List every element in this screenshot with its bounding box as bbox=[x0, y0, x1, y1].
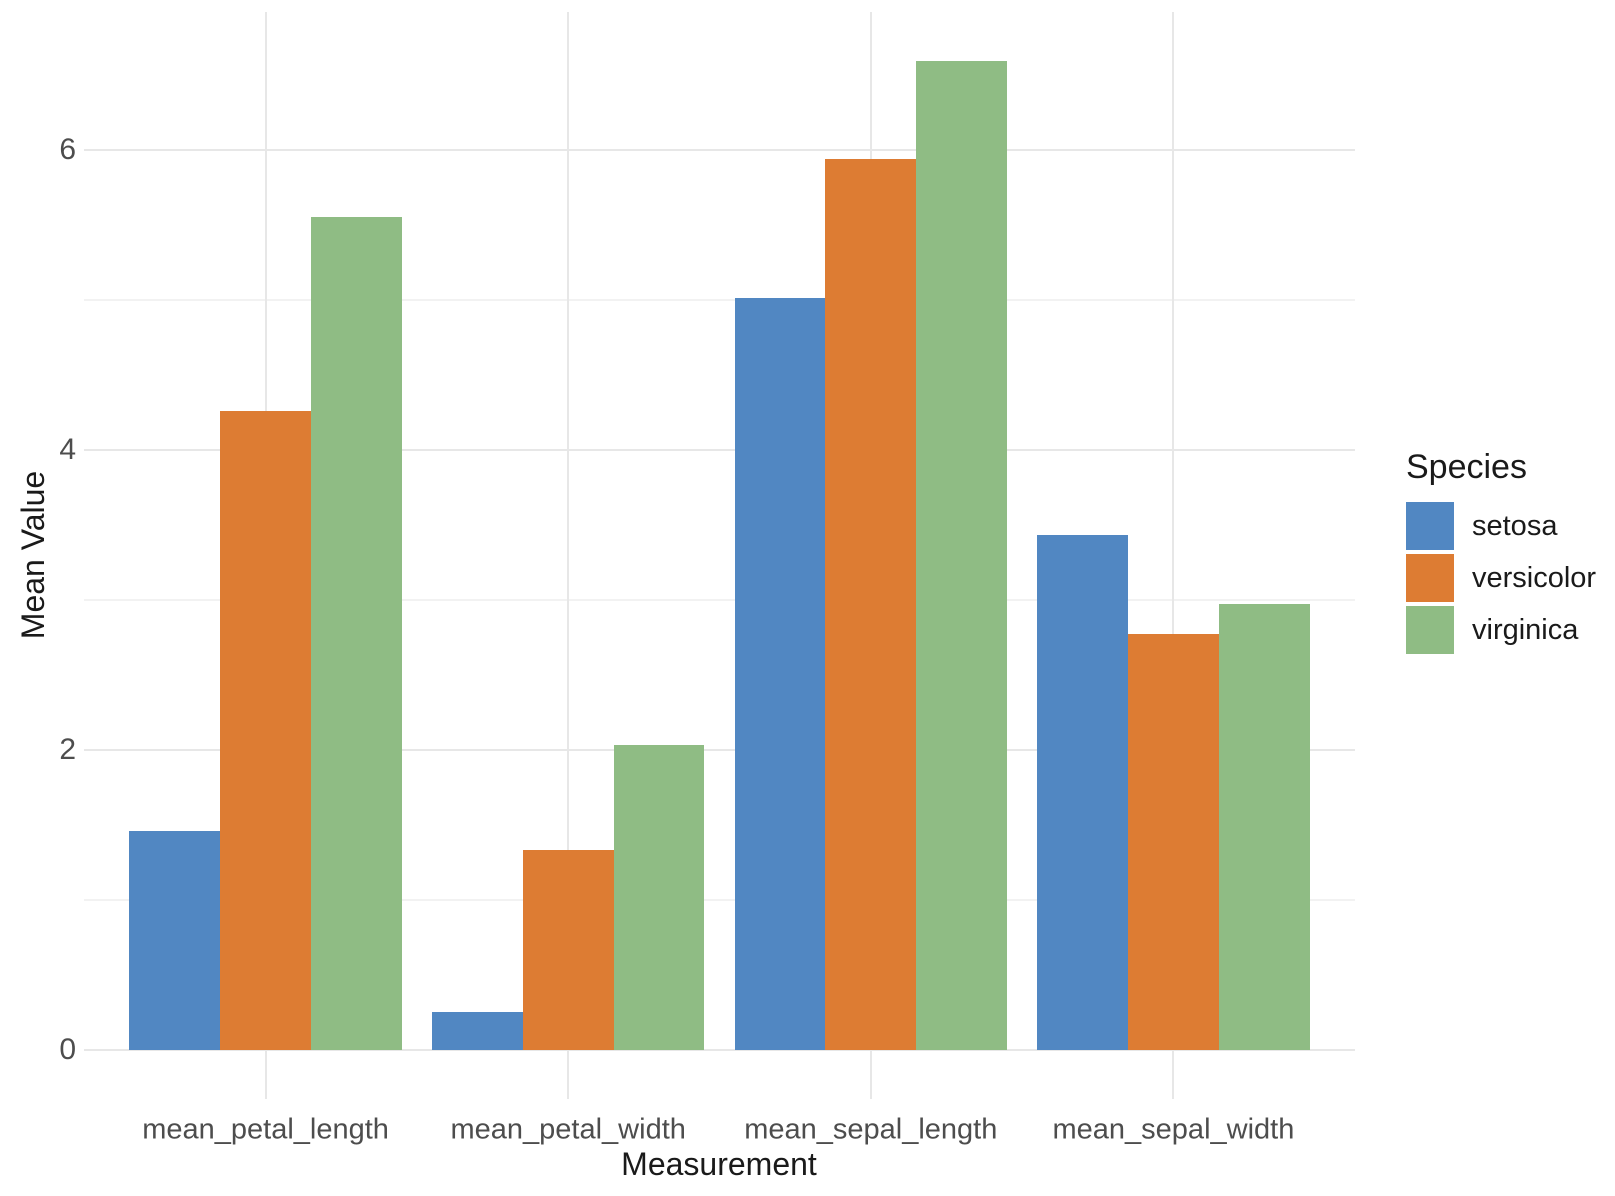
legend-label: virginica bbox=[1472, 613, 1579, 646]
gridline-major bbox=[84, 148, 1355, 151]
legend: Species setosa versicolor virginica bbox=[1406, 448, 1596, 658]
legend-item-setosa: setosa bbox=[1406, 502, 1596, 550]
legend-title: Species bbox=[1406, 448, 1527, 486]
bar-virginica-mean_sepal_length bbox=[916, 61, 1007, 1050]
legend-item-versicolor: versicolor bbox=[1406, 554, 1596, 602]
legend-swatch-versicolor bbox=[1406, 554, 1454, 602]
bar-virginica-mean_petal_width bbox=[613, 745, 705, 1050]
x-axis-title: Measurement bbox=[621, 1146, 817, 1182]
legend-item-virginica: virginica bbox=[1406, 606, 1596, 654]
gridline-major bbox=[84, 448, 1355, 451]
bar-virginica-mean_sepal_width bbox=[1218, 604, 1310, 1050]
bar-setosa-mean_sepal_width bbox=[1037, 535, 1129, 1050]
bar-versicolor-mean_petal_length bbox=[220, 410, 311, 1050]
x-tick-label: mean_petal_width bbox=[450, 1113, 686, 1146]
x-tick-label: mean_sepal_width bbox=[1052, 1113, 1295, 1146]
gridline-category bbox=[1172, 12, 1175, 1099]
bar-versicolor-mean_petal_width bbox=[522, 850, 614, 1050]
plot-panel bbox=[84, 12, 1355, 1099]
y-axis-title: Mean Value bbox=[15, 470, 51, 640]
gridline-major bbox=[84, 748, 1355, 751]
legend-label: versicolor bbox=[1472, 561, 1597, 594]
x-tick-label: mean_petal_length bbox=[142, 1113, 389, 1146]
legend-swatch-setosa bbox=[1406, 502, 1454, 550]
bar-versicolor-mean_sepal_length bbox=[825, 158, 917, 1050]
x-tick-label: mean_sepal_length bbox=[744, 1113, 998, 1146]
bar-setosa-mean_sepal_length bbox=[734, 298, 826, 1050]
bar-setosa-mean_petal_length bbox=[129, 830, 221, 1050]
y-tick-label: 4 bbox=[59, 432, 76, 466]
bar-setosa-mean_petal_width bbox=[432, 1012, 523, 1050]
bar-virginica-mean_petal_length bbox=[310, 217, 402, 1050]
gridline-minor bbox=[84, 298, 1355, 301]
y-tick-label: 2 bbox=[59, 732, 76, 766]
legend-swatch-virginica bbox=[1406, 606, 1454, 654]
gridline-minor bbox=[84, 898, 1355, 901]
y-tick-label: 0 bbox=[59, 1032, 76, 1066]
gridline-minor bbox=[84, 598, 1355, 601]
bar-versicolor-mean_sepal_width bbox=[1128, 634, 1219, 1050]
y-tick-label: 6 bbox=[59, 132, 76, 166]
gridline-category bbox=[567, 12, 570, 1099]
legend-items: setosa versicolor virginica bbox=[1406, 502, 1596, 654]
legend-label: setosa bbox=[1472, 509, 1558, 542]
gridline-major bbox=[84, 1048, 1355, 1051]
